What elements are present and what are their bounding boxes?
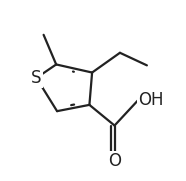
Text: OH: OH bbox=[138, 91, 163, 109]
Text: S: S bbox=[31, 69, 42, 87]
Text: O: O bbox=[108, 152, 121, 171]
